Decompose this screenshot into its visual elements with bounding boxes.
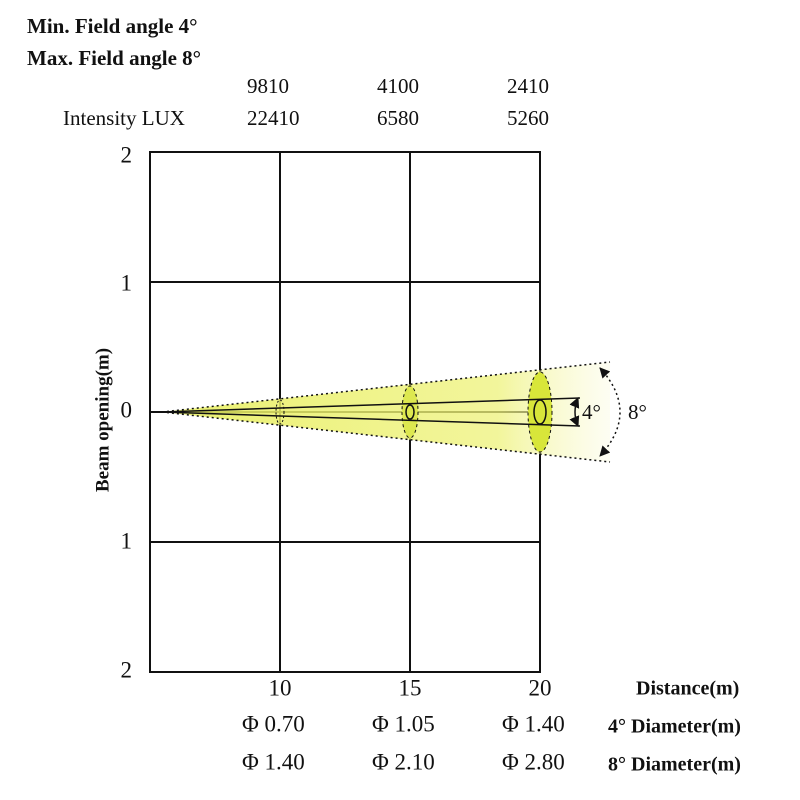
x-tick-label: 20 bbox=[529, 675, 552, 700]
x-tick-label: 15 bbox=[399, 675, 422, 700]
y-tick-label: 0 bbox=[121, 397, 133, 422]
diameter-value: Φ 0.70 bbox=[242, 711, 305, 736]
beam-spot bbox=[528, 372, 552, 452]
inner-arc bbox=[569, 397, 580, 427]
min-angle: Min. Field angle 4° bbox=[27, 14, 198, 38]
diameter-label: 8° Diameter(m) bbox=[608, 754, 741, 776]
intensity-value: 6580 bbox=[377, 106, 419, 130]
outer-angle: 8° bbox=[628, 400, 647, 424]
outer-edge bbox=[161, 361, 611, 413]
y-tick-label: 1 bbox=[121, 528, 133, 553]
y-axis-label: Beam opening(m) bbox=[92, 348, 113, 492]
intensity-value: 2410 bbox=[507, 74, 549, 98]
intensity-value: 9810 bbox=[247, 74, 289, 98]
intensity-label: Intensity LUX bbox=[63, 106, 185, 130]
beam bbox=[161, 361, 621, 463]
y-tick-label: 1 bbox=[121, 270, 133, 295]
inner-ring bbox=[405, 404, 415, 420]
inner-angle: 4° bbox=[582, 400, 601, 424]
outer-arc bbox=[599, 367, 621, 457]
outer-edge bbox=[161, 411, 611, 463]
max-angle: Max. Field angle 8° bbox=[27, 46, 201, 70]
diameter-label: 4° Diameter(m) bbox=[608, 716, 741, 738]
beam-cone bbox=[162, 362, 610, 462]
x-tick-label: 10 bbox=[269, 675, 292, 700]
inner-edge bbox=[161, 411, 581, 427]
beam-outline bbox=[527, 371, 553, 453]
beam-spot bbox=[275, 399, 285, 425]
diameter-value: Φ 2.80 bbox=[502, 749, 565, 774]
intensity-value: 5260 bbox=[507, 106, 549, 130]
y-tick-label: 2 bbox=[121, 657, 133, 682]
y-tick-label: 2 bbox=[121, 142, 133, 167]
diameter-value: Φ 2.10 bbox=[372, 749, 435, 774]
intensity-value: 4100 bbox=[377, 74, 419, 98]
diameter-value: Φ 1.40 bbox=[502, 711, 565, 736]
x-axis-label: Distance(m) bbox=[636, 678, 739, 700]
diameter-value: Φ 1.40 bbox=[242, 749, 305, 774]
beam-spot bbox=[401, 385, 419, 439]
diameter-value: Φ 1.05 bbox=[372, 711, 435, 736]
intensity-value: 22410 bbox=[247, 106, 300, 130]
inner-edge bbox=[161, 397, 581, 413]
